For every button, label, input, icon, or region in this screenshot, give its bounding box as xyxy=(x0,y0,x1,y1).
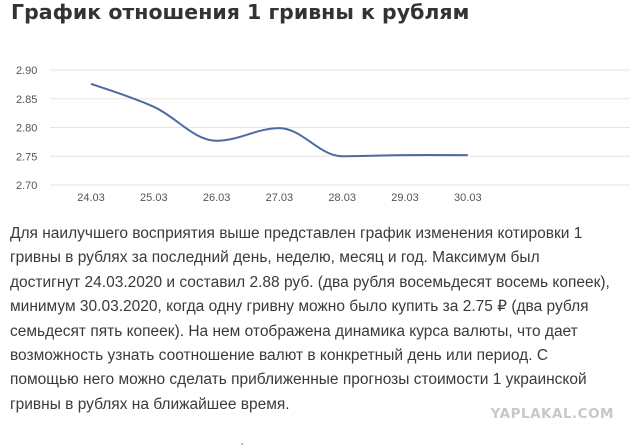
price-chart: 2.70 2.75 2.80 2.85 2.90 24.03 25.03 26.03 27.0… xyxy=(16,65,630,204)
x-tick-label: 24.03 xyxy=(77,192,105,204)
series-lines xyxy=(90,82,468,158)
x-tick-label: 28.03 xyxy=(328,192,356,204)
x-axis-ticks: 24.03 25.03 26.03 27.03 28.03 29.03 30.03 xyxy=(77,192,481,204)
series-line xyxy=(90,82,468,158)
y-axis-ticks: 2.70 2.75 2.80 2.85 2.90 xyxy=(16,65,37,192)
page-title: График отношения 1 гривны к рублям xyxy=(11,0,470,24)
y-tick-label: 2.80 xyxy=(16,123,37,135)
y-tick-label: 2.85 xyxy=(16,94,37,106)
cut-off-text: ı xyxy=(240,438,440,445)
x-tick-label: 26.03 xyxy=(203,192,231,204)
watermark-logo: YAPLAKAL.COM xyxy=(490,406,614,422)
y-tick-label: 2.75 xyxy=(16,151,37,163)
y-tick-label: 2.90 xyxy=(16,65,37,77)
x-tick-label: 29.03 xyxy=(391,192,419,204)
description-text: Для наилучшего восприятия выше представл… xyxy=(10,225,610,413)
grid-lines xyxy=(50,69,630,186)
x-tick-label: 27.03 xyxy=(266,192,294,204)
y-tick-label: 2.70 xyxy=(16,180,37,192)
x-tick-label: 30.03 xyxy=(454,192,482,204)
x-tick-label: 25.03 xyxy=(140,192,168,204)
